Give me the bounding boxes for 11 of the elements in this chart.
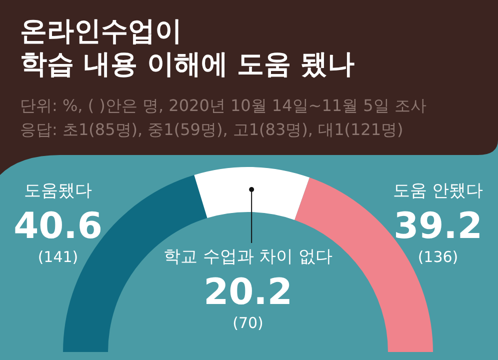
slice-label: 도움됐다: [24, 181, 92, 201]
text: (70): [232, 314, 264, 332]
text: (136): [418, 248, 458, 266]
slice-label: 도움 안됐다: [392, 181, 484, 201]
data-label: 40.6: [14, 206, 102, 247]
text: (141): [38, 248, 78, 266]
chart-title: 온라인수업이 학습 내용 이해에 도움 됐나: [20, 16, 355, 80]
data-label: 39.2: [394, 206, 482, 247]
data-label: 20.2: [204, 272, 292, 313]
slice-label: 학교 수업과 차이 없다: [163, 247, 333, 267]
chart-subtitle: 단위: %, ( )안은 명, 2020년 10월 14일~11월 5일 조사 응답: 초1(85명), 중1(59명), 고1(83명), 대1(121명): [20, 96, 426, 139]
